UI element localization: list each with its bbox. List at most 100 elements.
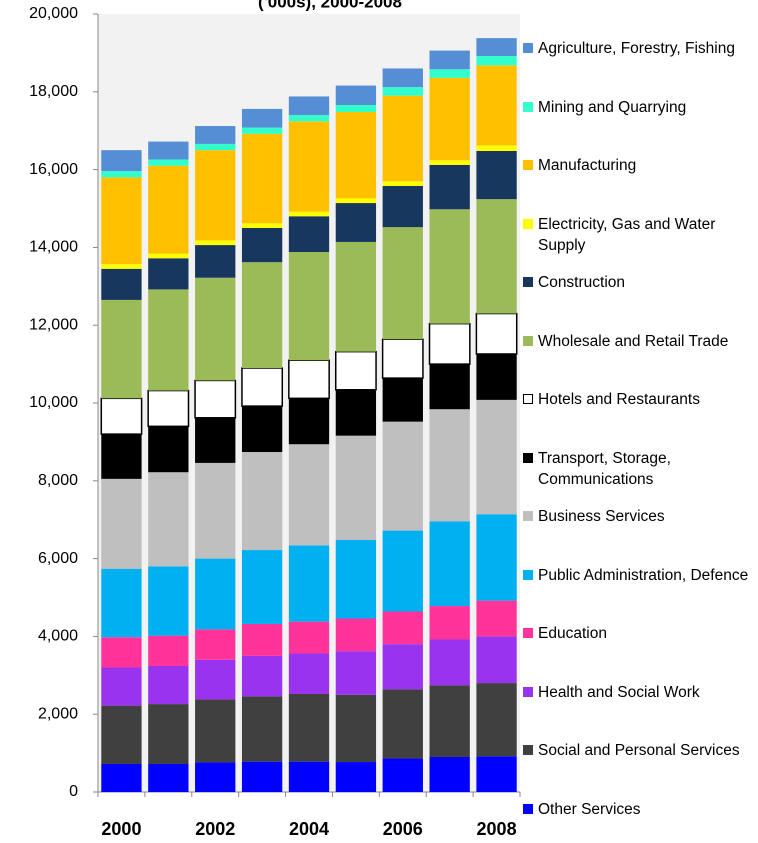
bar-segment [476, 756, 517, 792]
bar-segment [148, 159, 189, 166]
bar-segment [195, 240, 236, 246]
bar-segment [241, 452, 283, 551]
bar-segment [241, 133, 283, 224]
bar-segment [241, 262, 283, 368]
bar-segment [148, 566, 189, 636]
legend-swatch [523, 569, 533, 580]
bar-segment [476, 636, 517, 684]
legend-label: Business Services [538, 508, 665, 525]
legend-item: Hotels and Restaurants [523, 389, 753, 410]
legend-item: Agriculture, Forestry, Fishing [523, 38, 753, 59]
bar-segment [288, 211, 330, 217]
bar-segment [335, 762, 377, 792]
bar-segment [148, 665, 189, 705]
legend-item: Construction [523, 272, 753, 293]
x-tick-label: 2000 [101, 819, 141, 839]
legend-item: Electricity, Gas and Water Supply [523, 214, 753, 256]
bar-segment [335, 651, 377, 695]
bar-segment [288, 444, 330, 546]
bar-segment [101, 150, 142, 172]
bar-segment [335, 241, 377, 352]
bar-segment [147, 389, 190, 428]
bar-segment [382, 95, 423, 182]
bar-segment [101, 667, 142, 706]
bar-segment [476, 199, 517, 314]
bar-segment [288, 761, 330, 792]
bar-segment [476, 399, 517, 515]
bar-segment [101, 763, 142, 792]
bar-segment [335, 85, 377, 106]
bar-segment [288, 398, 330, 445]
legend-swatch [523, 394, 533, 404]
bar-segment [241, 696, 283, 762]
bar-segment [241, 367, 284, 407]
bar-segment [148, 704, 189, 764]
legend-swatch [523, 277, 533, 287]
bar-segment [241, 761, 283, 792]
bar-segment [288, 653, 330, 694]
bar-segment [241, 623, 283, 656]
bar-segment [288, 693, 330, 762]
legend-item: Health and Social Work [523, 682, 753, 703]
legend-label: Health and Social Work [538, 683, 700, 701]
bar-segment [195, 150, 236, 241]
bar-segment [429, 756, 470, 792]
legend-swatch [523, 101, 533, 112]
y-tick-label: 18,000 [29, 83, 78, 100]
bar-segment [101, 171, 142, 178]
bar-segment [476, 683, 517, 757]
bar-segment [382, 689, 423, 759]
bar-segment [195, 462, 236, 559]
bar-segment [288, 545, 330, 622]
bar-segment [101, 177, 142, 265]
bar-segment [382, 758, 423, 792]
bar-segment [101, 434, 142, 479]
bar-segment [429, 160, 470, 165]
bar-segment [195, 699, 236, 763]
bar-segment [429, 77, 470, 161]
bar-segment [101, 299, 142, 399]
bar-segment [148, 763, 189, 792]
bar-segment [476, 514, 517, 601]
bar-segment [241, 108, 283, 128]
bar-segment [288, 121, 330, 212]
bar-segment [148, 253, 189, 259]
bar-segment [148, 635, 189, 666]
bar-segment [194, 379, 237, 419]
x-tick-label: 2004 [289, 819, 329, 839]
bar-segment [100, 397, 143, 435]
bar-segment [195, 277, 236, 381]
bar-segment [335, 539, 377, 619]
x-tick-label: 2008 [477, 819, 517, 839]
bar-segment [148, 165, 189, 254]
bar-segment [382, 530, 423, 612]
legend-label: Social and Personal Services [538, 742, 740, 759]
y-tick-label: 10,000 [29, 394, 78, 411]
legend-item: Wholesale and Retail Trade [523, 331, 753, 352]
bar-segment [288, 115, 330, 122]
bar-segment [476, 38, 517, 57]
bar-segment [335, 389, 377, 436]
bar-segment [195, 558, 236, 630]
legend-swatch [523, 452, 533, 463]
bar-segment [382, 87, 423, 96]
bar-segment [101, 264, 142, 269]
bar-segment [476, 145, 517, 151]
bar-segment [382, 185, 423, 228]
bar-segment [429, 685, 470, 757]
legend-label: Hotels and Restaurants [538, 391, 700, 408]
bar-segment [476, 56, 517, 66]
legend-swatch [523, 745, 533, 755]
bar-segment [475, 312, 518, 355]
bar-segment [382, 611, 423, 645]
y-tick-label: 0 [69, 783, 78, 800]
bar-segment [148, 426, 189, 473]
y-tick-label: 20,000 [29, 5, 78, 22]
bar-segment [429, 409, 470, 522]
bar-segment [335, 435, 377, 540]
chart-title: ('000s), 2000-2008 [258, 0, 402, 11]
bar-segment [195, 417, 236, 463]
bar-segment [195, 659, 236, 700]
bar-segment [148, 289, 189, 391]
